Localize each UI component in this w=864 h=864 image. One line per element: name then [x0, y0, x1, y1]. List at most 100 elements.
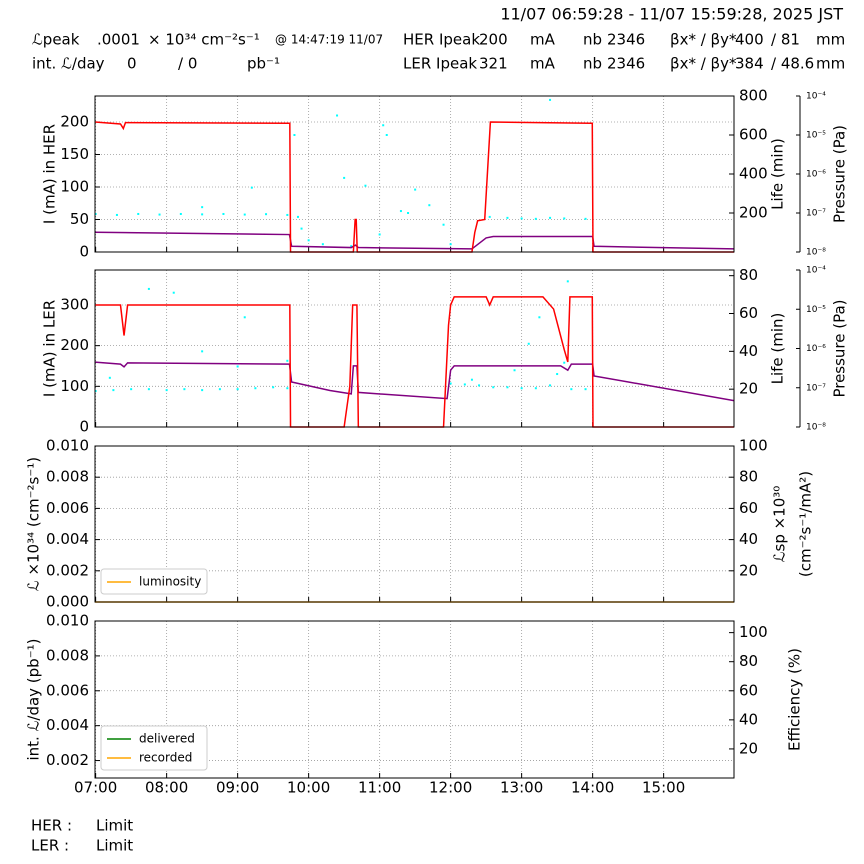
point [343, 176, 346, 179]
point [566, 280, 569, 283]
frame [94, 269, 735, 428]
line [95, 231, 734, 250]
header-field: nb [583, 31, 602, 49]
frame [94, 445, 735, 603]
point [201, 213, 204, 216]
point [115, 213, 118, 216]
y3-label: Pressure (Pa) [831, 125, 849, 223]
y-tick-label: 0.006 [46, 681, 89, 699]
point [236, 365, 239, 368]
y2-tick-label: 40 [739, 530, 758, 548]
point [385, 134, 388, 136]
point [382, 124, 385, 127]
x-tick-label: 08:00 [145, 779, 188, 797]
point [165, 389, 168, 392]
y3-tick-label: 10⁻⁴ [806, 92, 826, 102]
point [584, 217, 587, 220]
point [520, 387, 523, 390]
header-field: @ 14:47:19 11/07 [275, 33, 383, 47]
point [286, 213, 289, 216]
y3-tick-label: 10⁻⁶ [806, 170, 826, 180]
y2-tick-label: 40 [739, 342, 758, 360]
y-label: I (mA) in HER [41, 124, 59, 224]
plot-area [95, 98, 734, 253]
header-field: 384 [735, 55, 764, 73]
y2-tick-label: 40 [739, 710, 758, 728]
point [570, 388, 573, 391]
y2-label: ℒsp ×10³⁰ [771, 486, 789, 563]
line [95, 361, 734, 402]
header-field: mm [816, 31, 845, 49]
point [378, 233, 381, 236]
header-field: LER Ipeak [403, 55, 477, 73]
legend-label: luminosity [139, 575, 201, 589]
point [449, 382, 452, 385]
header-field: mm [816, 55, 845, 73]
y2-tick-label: 80 [739, 652, 758, 670]
point [254, 387, 257, 390]
y2-tick-label: 400 [739, 165, 768, 183]
point [399, 210, 402, 213]
point [527, 342, 530, 345]
y-label: I (mA) in LER [41, 300, 59, 397]
y-tick-label: 300 [60, 295, 89, 313]
point [300, 227, 303, 230]
point [364, 184, 367, 187]
point [296, 215, 299, 218]
y3-tick-label: 10⁻⁸ [806, 423, 826, 433]
x-tick-label: 15:00 [642, 779, 685, 797]
frame [94, 620, 735, 779]
header-field: / 48.6 [771, 55, 814, 73]
y-label: ℒ ×10³⁴ (cm⁻²s⁻¹) [25, 457, 43, 591]
point [470, 378, 473, 381]
point [520, 217, 523, 220]
header-field: .0001 [97, 31, 140, 49]
y-tick-label: 0 [79, 418, 89, 436]
point [218, 388, 221, 391]
header-field: ℒpeak [32, 31, 80, 49]
point [201, 206, 204, 209]
point [272, 386, 275, 389]
legend-label: recorded [139, 751, 192, 765]
point [428, 204, 431, 207]
point [492, 386, 495, 389]
point [534, 387, 537, 390]
y2-tick-label: 100 [739, 437, 768, 455]
x-tick-label: 12:00 [429, 779, 472, 797]
point [265, 213, 268, 216]
point [130, 388, 133, 391]
y2-tick-label: 60 [739, 681, 758, 699]
y2-label: (cm⁻²s⁻¹/mA²) [797, 471, 815, 577]
point [534, 217, 537, 220]
x-tick-label: 07:00 [74, 779, 117, 797]
y2-label: Life (min) [769, 313, 787, 385]
y-tick-label: 0.008 [46, 646, 89, 664]
legend-box [100, 568, 208, 595]
point [147, 287, 150, 290]
y-tick-label: 200 [60, 113, 89, 131]
y-tick-label: 0.002 [46, 561, 89, 579]
header-field: 0 [127, 55, 137, 73]
point [201, 350, 204, 353]
header-field: × 10³⁴ cm⁻²s⁻¹ [148, 31, 260, 49]
y2-tick-label: 60 [739, 499, 758, 517]
line [95, 121, 734, 253]
frame [94, 95, 735, 253]
y-tick-label: 0.010 [46, 437, 89, 455]
header-field: 400 [735, 31, 764, 49]
header-field: mA [530, 55, 556, 73]
point [538, 316, 541, 319]
y2-tick-label: 20 [739, 561, 758, 579]
y3-tick-label: 10⁻⁵ [806, 305, 826, 315]
x-tick-label: 13:00 [500, 779, 543, 797]
legend-box [100, 725, 208, 771]
y2-tick-label: 80 [739, 266, 758, 284]
header-field: 321 [479, 55, 508, 73]
y2-tick-label: 600 [739, 126, 768, 144]
y3-label: Pressure (Pa) [831, 299, 849, 397]
point [250, 186, 253, 189]
y-tick-label: 200 [60, 336, 89, 354]
point [407, 212, 410, 214]
point [243, 316, 246, 319]
y-tick-label: 0.004 [46, 530, 89, 548]
